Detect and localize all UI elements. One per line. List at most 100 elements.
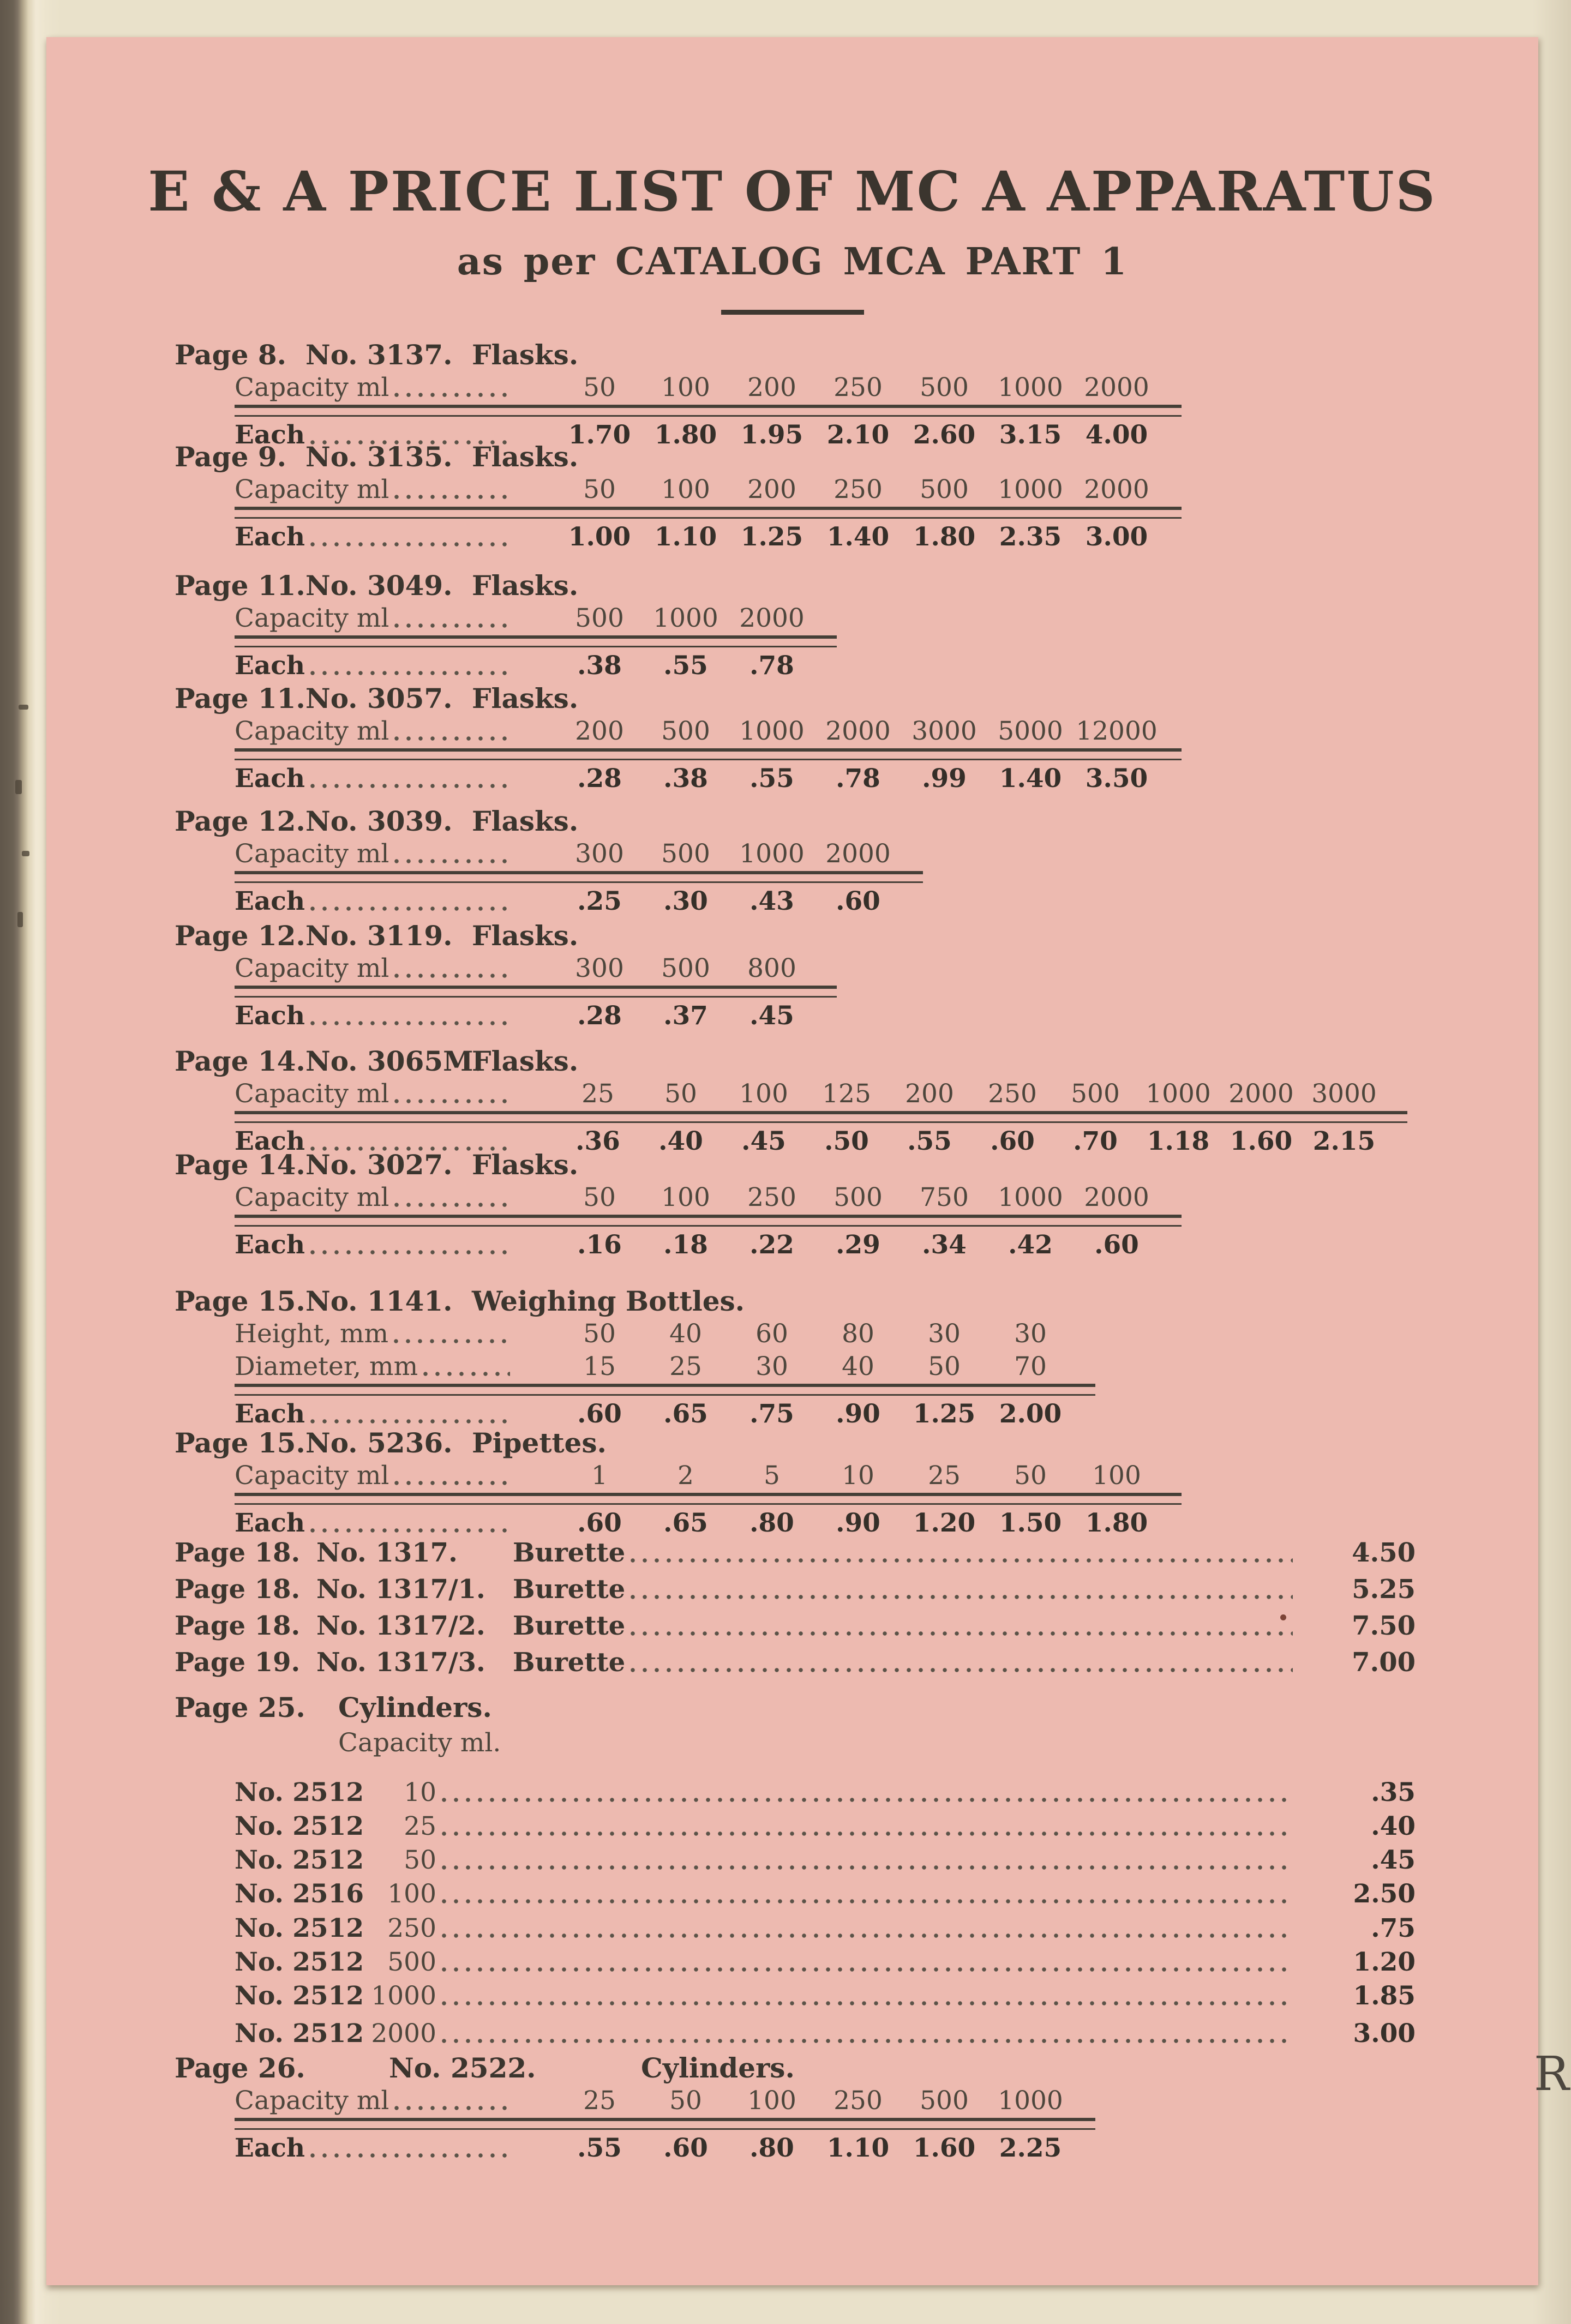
value-cell: 4.00: [1085, 420, 1148, 450]
value-cell: 50: [669, 2086, 702, 2116]
price-table-header: Page 26. No. 2522. Cylinders.: [175, 2054, 1095, 2082]
row-label-text: Capacity ml: [235, 1182, 389, 1212]
catalog-number: No. 2512: [235, 1845, 364, 1875]
value-cell: .34: [922, 1230, 967, 1260]
dotted-leader: [442, 1865, 1293, 1870]
value-cell: 1.40: [826, 522, 890, 552]
dimension-row: Capacity ml 300 500 1000 2000: [235, 840, 923, 868]
price-table-header: Page 8. No. 3137. Flasks.: [175, 341, 1182, 369]
page-ref: Page 12.: [175, 920, 305, 952]
row-label: Capacity ml: [235, 1462, 556, 1490]
item-name: Burette: [513, 1574, 626, 1605]
value-cell: 5000: [998, 716, 1063, 746]
row-label: Each: [235, 1231, 556, 1259]
dimension-row: Capacity ml 200 500 1000 2000 3000 5000 12000: [235, 717, 1182, 746]
dimension-row: Capacity ml 1 2 5 10 25 50 100: [235, 1462, 1182, 1490]
value-cell: 1.10: [826, 2133, 890, 2163]
value-cell: 30: [928, 1319, 961, 1349]
value-cell: 250: [834, 373, 883, 403]
price-table: Capacity ml 300 500 800 Each .28 .37 .45: [235, 954, 837, 1030]
value-cell: 100: [1092, 1461, 1141, 1491]
item-name: Flasks.: [472, 339, 579, 371]
price-table: Capacity ml 300 500 1000 2000 Each .25 .30 .43 .6…: [235, 840, 923, 916]
price-row: Each .36 .40 .45 .50 .55 .60 .70 1.18 1.60 2.15: [235, 1127, 1407, 1156]
catalog-number: No. 3135.: [305, 441, 453, 473]
value-cell: .55: [749, 764, 794, 794]
value-cell: 500: [661, 716, 710, 746]
value-cell: 200: [905, 1079, 954, 1109]
value-cell: .75: [749, 1399, 794, 1429]
price-row: Each .16 .18 .22 .29 .34 .42 .60: [235, 1231, 1182, 1259]
row-label: Diameter, mm: [235, 1353, 556, 1381]
item-name: Cylinders.: [641, 2052, 795, 2084]
row-label-text: Capacity ml: [235, 1461, 389, 1491]
row-label-text: Capacity ml: [235, 839, 389, 869]
cylinder-row: No. 2512 250 .75: [235, 1914, 1416, 1943]
value-cell: 3.00: [1085, 522, 1148, 552]
value-cell: 2.15: [1312, 1126, 1376, 1156]
dotted-leader: [310, 542, 510, 547]
page-ref: Page 18.: [175, 1574, 301, 1605]
value-cell: 30: [755, 1352, 788, 1382]
value-cell: 750: [920, 1182, 969, 1212]
value-cell: 1.20: [913, 1508, 976, 1538]
price-table-header: Page 14. No. 3065M. Flasks.: [175, 1047, 1407, 1076]
price-value: .35: [1371, 1777, 1416, 1807]
price-table: Capacity ml 500 1000 2000 Each .38 .55 .78: [235, 604, 837, 680]
row-label: Capacity ml: [235, 604, 556, 633]
row-label-text: Each: [235, 886, 305, 916]
table-rule: [235, 635, 837, 647]
burette-row: Page 18. No. 1317/1. Burette 5.25: [175, 1575, 1416, 1604]
catalog-number: No. 3039.: [305, 805, 453, 837]
value-cell: .38: [577, 651, 622, 681]
dotted-leader: [310, 784, 510, 788]
dimension-row: Diameter, mm 15 25 30 40 50 70: [235, 1353, 1095, 1381]
margin-letter: R: [1534, 2047, 1569, 2101]
dotted-leader: [442, 1933, 1293, 1938]
value-cell: 2000: [825, 839, 891, 869]
value-cell: 500: [661, 953, 710, 983]
row-label-text: Each: [235, 1126, 305, 1156]
dimension-row: Height, mm 50 40 60 80 30 30: [235, 1320, 1095, 1348]
table-rule: [235, 405, 1182, 417]
capacity-value: 25: [404, 1811, 436, 1841]
table-rule: [235, 1215, 1182, 1227]
dimension-row: Capacity ml 50 100 250 500 750 1000 2000: [235, 1184, 1182, 1212]
value-cell: 40: [842, 1352, 874, 1382]
price-row: Each .25 .30 .43 .60: [235, 887, 923, 916]
binding-speck: [19, 705, 28, 710]
row-label: Each: [235, 1509, 556, 1538]
value-cell: 60: [755, 1319, 788, 1349]
row-label-text: Capacity ml: [235, 953, 389, 983]
value-cell: .25: [577, 886, 622, 916]
price-value: 7.00: [1352, 1647, 1416, 1678]
price-table: Height, mm 50 40 60 80 30 30 Diameter, mm 15 25 30…: [235, 1320, 1095, 1428]
cylinder-row: No. 2512 500 1.20: [235, 1948, 1416, 1977]
value-cell: 1000: [1146, 1079, 1211, 1109]
value-cell: 25: [581, 1079, 614, 1109]
page-ref: Page 8.: [175, 339, 287, 371]
value-cell: 2000: [1084, 1182, 1149, 1212]
value-cell: 100: [661, 373, 710, 403]
price-table-header: Page 12. No. 3039. Flasks.: [175, 807, 923, 836]
value-cell: 12000: [1076, 716, 1158, 746]
value-cell: .55: [907, 1126, 952, 1156]
value-cell: 50: [928, 1352, 961, 1382]
catalog-number: No. 2512: [235, 1913, 364, 1943]
value-cell: .22: [749, 1230, 794, 1260]
value-cell: 1000: [739, 716, 805, 746]
value-cell: 800: [747, 953, 796, 983]
value-cell: 1000: [653, 603, 718, 633]
value-cell: 1000: [998, 475, 1063, 505]
value-cell: 250: [834, 475, 883, 505]
dotted-leader: [631, 1631, 1293, 1636]
burette-row: Page 18. No. 1317. Burette 4.50: [175, 1538, 1416, 1568]
page-ref: Page 14.: [175, 1045, 305, 1077]
value-cell: .28: [577, 764, 622, 794]
item-name: Flasks.: [472, 682, 579, 714]
dotted-leader: [310, 671, 510, 675]
dotted-leader: [310, 1146, 510, 1151]
dotted-leader: [310, 1528, 510, 1533]
value-cell: .28: [577, 1001, 622, 1031]
value-cell: .30: [663, 886, 708, 916]
